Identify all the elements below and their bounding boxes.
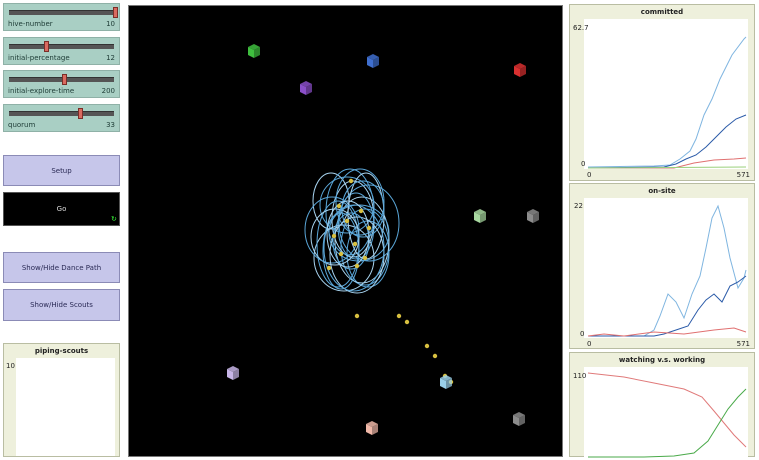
plot-area [584, 367, 748, 458]
show-hide-scouts-button[interactable]: Show/Hide Scouts [3, 289, 120, 321]
plot-ymax: 10 [6, 362, 15, 370]
bee [396, 313, 402, 319]
dance-loop [338, 184, 400, 262]
slider-label: initial-explore-time [8, 87, 75, 95]
slider-label: quorum [8, 121, 36, 129]
bee [424, 343, 430, 349]
hive-site-icon[interactable] [367, 54, 379, 68]
bee [336, 203, 342, 209]
slider-value: 12 [106, 54, 115, 62]
hive-site-icon[interactable] [227, 366, 239, 380]
go-button[interactable]: Go ↻ [3, 192, 120, 226]
hive-site-icon[interactable] [527, 209, 539, 223]
plot-title: on-site [648, 187, 676, 195]
dance-loop [335, 168, 385, 236]
slider-value: 33 [106, 121, 115, 129]
dance-path-button-label: Show/Hide Dance Path [21, 263, 102, 272]
y-max-label: 62.7 [573, 24, 589, 32]
piping-scouts-plot: piping-scouts 10 [3, 343, 120, 457]
bee [358, 208, 364, 214]
hive-site-icon[interactable] [248, 44, 260, 58]
setup-button[interactable]: Setup [3, 155, 120, 186]
bee [331, 233, 337, 239]
hive-site-icon[interactable] [474, 209, 486, 223]
slider-knob[interactable] [62, 74, 67, 85]
watching-vs-working-plot: watching v.s. working 110 [569, 352, 755, 458]
hive-sites [227, 44, 539, 435]
bee [352, 241, 358, 247]
slider-value: 200 [101, 87, 115, 95]
bee [366, 225, 372, 231]
slider-knob[interactable] [113, 7, 118, 18]
plot-title: piping-scouts [34, 347, 89, 355]
dance-loop [326, 200, 370, 268]
hive-site-icon[interactable] [513, 412, 525, 426]
dance-loop [316, 200, 360, 288]
slider-value: 10 [106, 20, 115, 28]
slider-knob[interactable] [44, 41, 49, 52]
plot-area [16, 358, 115, 456]
slider-track [9, 108, 114, 119]
show-hide-dance-path-button[interactable]: Show/Hide Dance Path [3, 252, 120, 283]
go-button-label: Go [56, 205, 67, 213]
plot-area [584, 198, 748, 338]
committed-plot: committed 62.7 0 0 571 [569, 4, 755, 181]
hive-site-icon[interactable] [514, 63, 526, 77]
quorum-slider[interactable]: quorum 33 [3, 104, 120, 132]
plot-title: watching v.s. working [618, 356, 706, 364]
dance-path-loops [304, 168, 400, 294]
forever-icon: ↻ [111, 215, 117, 223]
dance-loop [319, 176, 375, 234]
slider-track [9, 41, 114, 52]
scouts-button-label: Show/Hide Scouts [30, 301, 93, 309]
y-min-label: 0 [581, 160, 586, 168]
slider-label: hive-number [8, 20, 53, 28]
bee [432, 353, 438, 359]
y-max-label: 110 [573, 372, 587, 380]
hive-site-icon[interactable] [366, 421, 378, 435]
x-min-label: 0 [587, 171, 592, 179]
bee [326, 265, 332, 271]
bee [338, 251, 344, 257]
y-min-label: 0 [580, 330, 585, 338]
hive-site-icon[interactable] [300, 81, 312, 95]
slider-label: initial-percentage [8, 54, 70, 62]
bee [348, 178, 354, 184]
y-max-label: 22 [574, 202, 583, 210]
initial-explore-time-slider[interactable]: initial-explore-time 200 [3, 70, 120, 98]
bee [354, 263, 360, 269]
dance-loop [304, 196, 360, 264]
bee [354, 313, 360, 319]
x-min-label: 0 [587, 340, 592, 348]
bee-swarm [326, 178, 454, 385]
bee [344, 218, 350, 224]
hive-number-slider[interactable]: hive-number 10 [3, 3, 120, 31]
on-site-plot: on-site 22 0 0 571 [569, 183, 755, 349]
slider-track [9, 74, 114, 85]
hive-site-icon[interactable] [440, 375, 452, 389]
dance-loop [323, 204, 385, 292]
slider-knob[interactable] [78, 108, 83, 119]
initial-percentage-slider[interactable]: initial-percentage 12 [3, 37, 120, 65]
world-view[interactable] [128, 5, 563, 457]
plot-title: committed [640, 8, 684, 16]
x-max-label: 571 [736, 171, 750, 179]
bee [404, 319, 410, 325]
dance-loop [313, 224, 375, 292]
bee [362, 255, 368, 261]
world-canvas [227, 44, 539, 435]
plot-area [584, 19, 748, 169]
slider-track [9, 7, 118, 18]
setup-button-label: Setup [51, 166, 72, 175]
x-max-label: 571 [736, 340, 750, 348]
